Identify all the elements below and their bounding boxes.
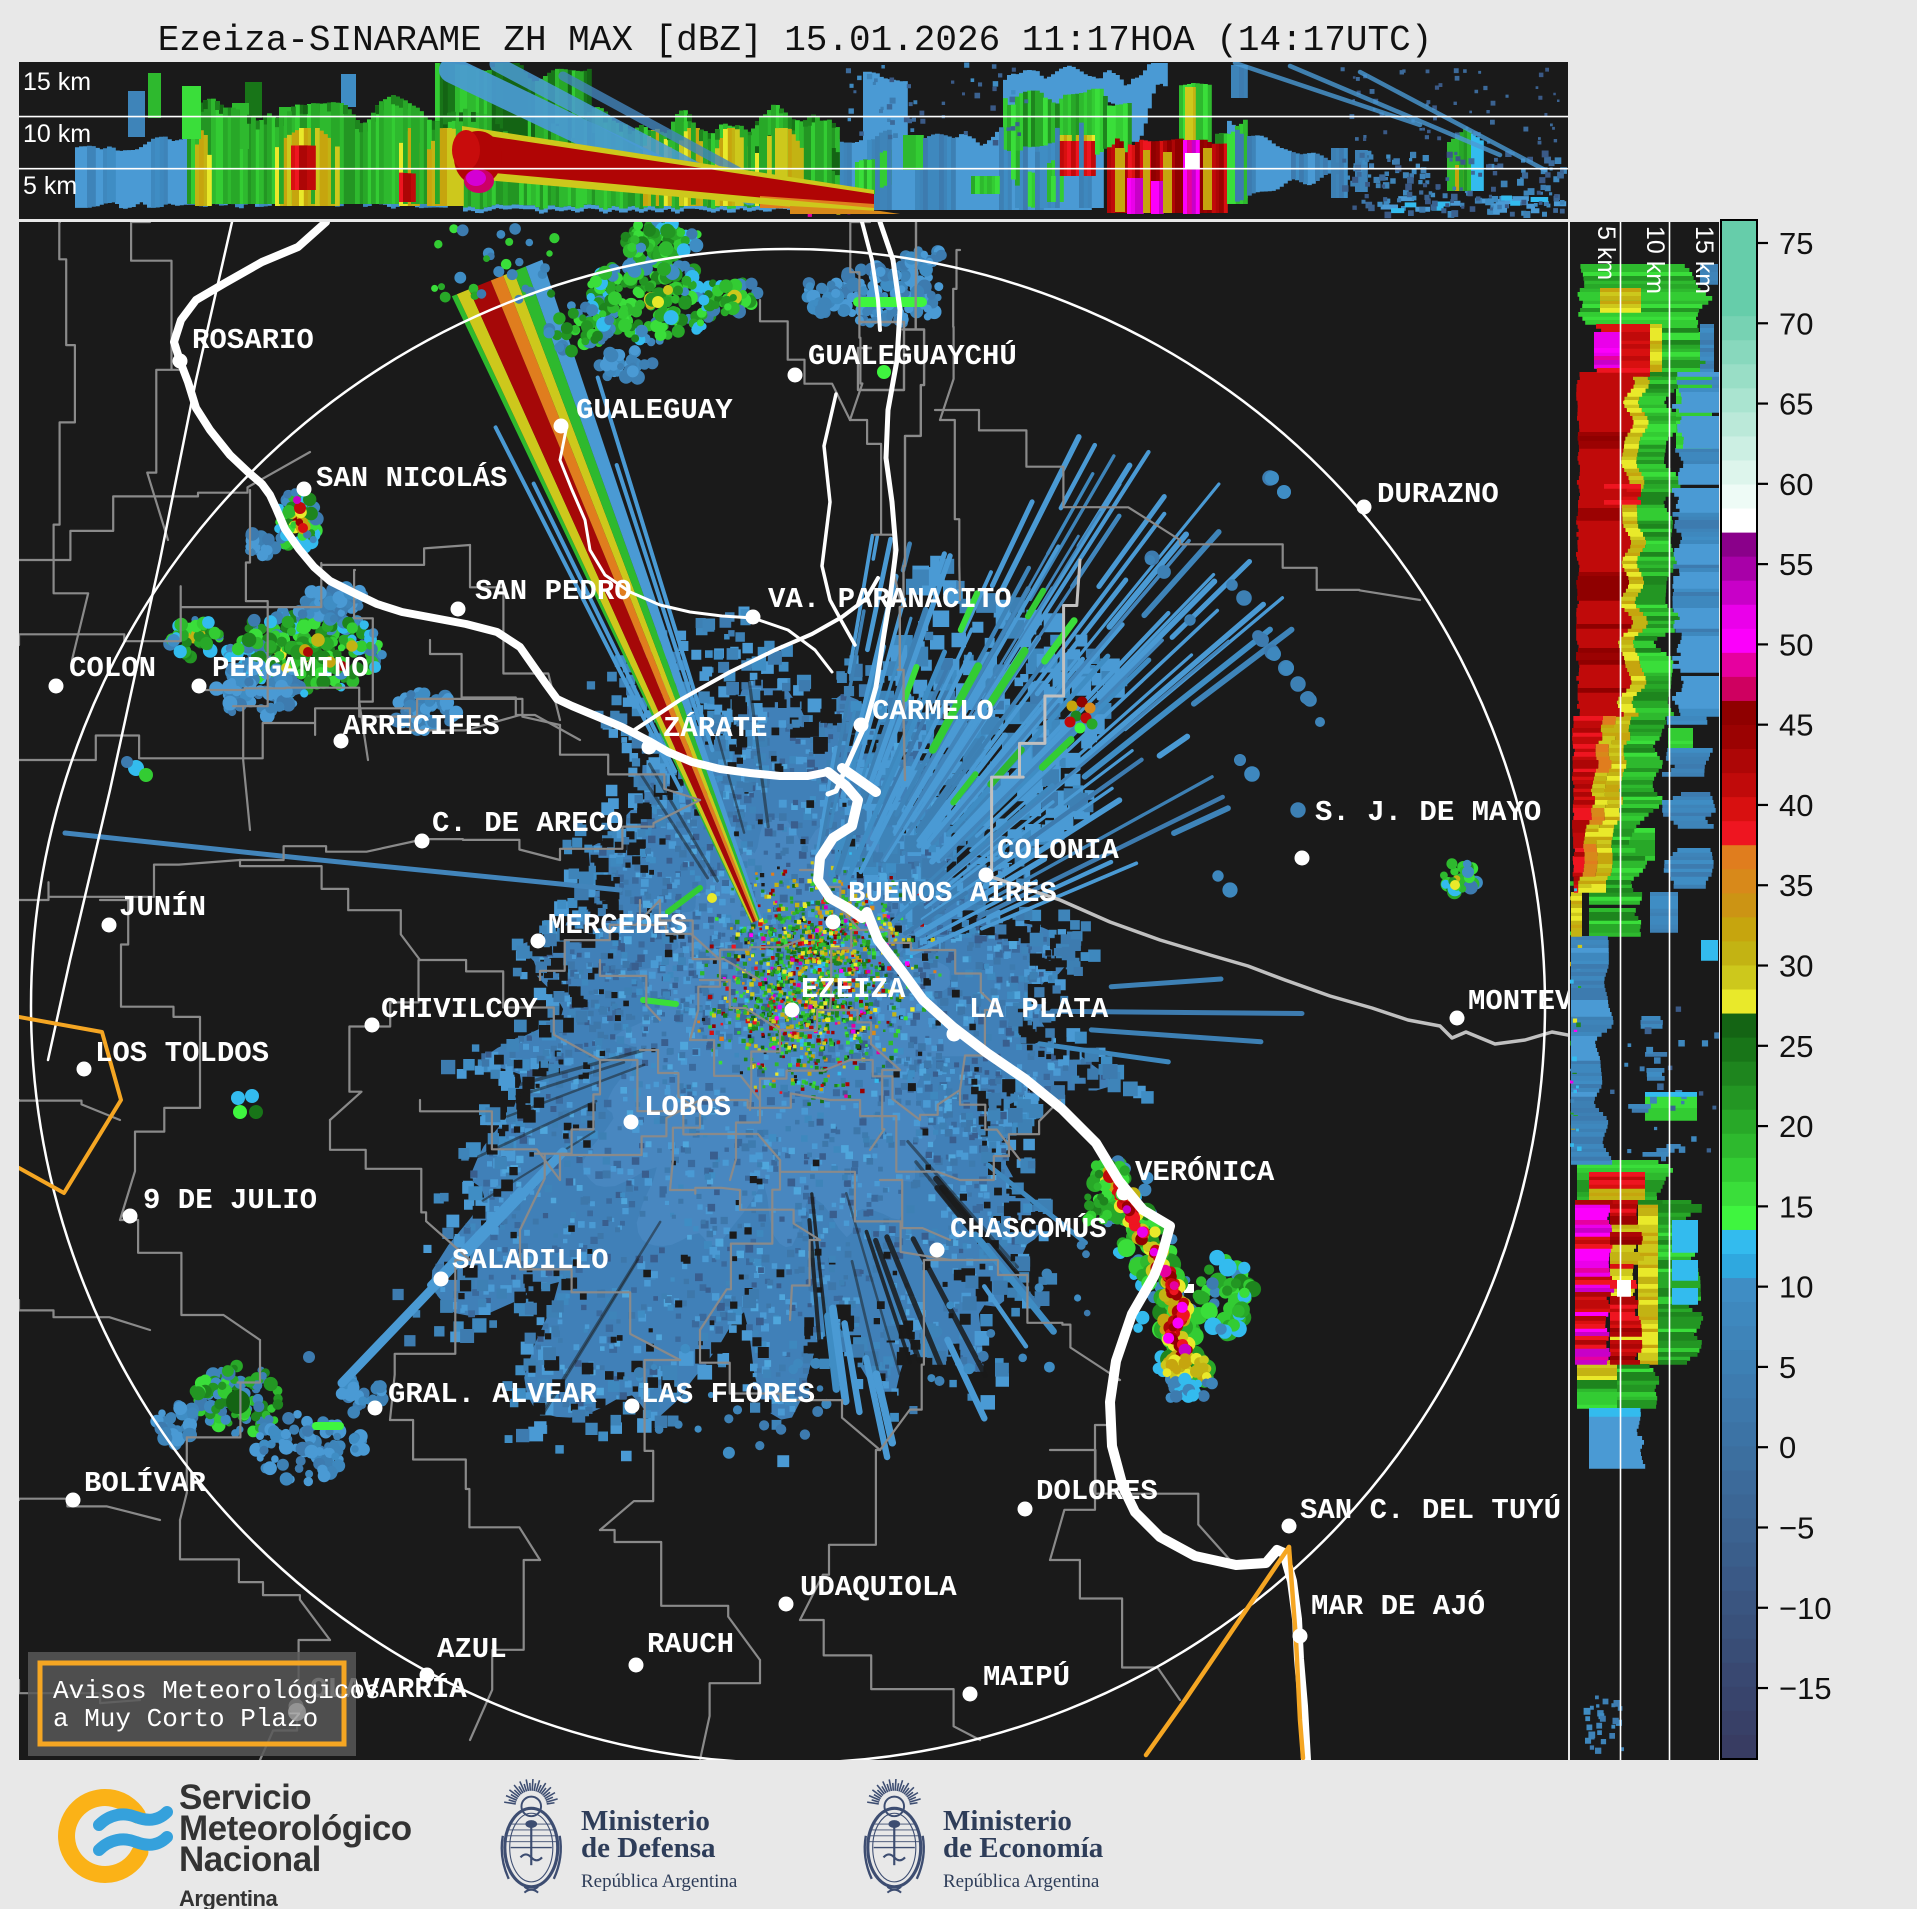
svg-text:60: 60 — [1779, 467, 1813, 502]
svg-text:5 km: 5 km — [23, 172, 77, 200]
svg-text:0: 0 — [1779, 1430, 1796, 1465]
svg-text:C. DE ARECO: C. DE ARECO — [432, 807, 623, 840]
svg-text:40: 40 — [1779, 788, 1813, 823]
svg-text:VERÓNICA: VERÓNICA — [1135, 1155, 1275, 1189]
svg-text:S. J. DE MAYO: S. J. DE MAYO — [1315, 796, 1541, 829]
svg-text:PERGAMINO: PERGAMINO — [212, 652, 369, 685]
svg-text:ROSARIO: ROSARIO — [192, 324, 314, 357]
svg-text:9 DE JULIO: 9 DE JULIO — [143, 1184, 317, 1217]
svg-text:GRAL. ALVEAR: GRAL. ALVEAR — [388, 1378, 597, 1411]
svg-text:ZÁRATE: ZÁRATE — [663, 711, 767, 745]
svg-text:5 km: 5 km — [1592, 226, 1620, 280]
svg-text:GUALEGUAYCHÚ: GUALEGUAYCHÚ — [808, 339, 1017, 373]
svg-text:30: 30 — [1779, 949, 1813, 984]
svg-text:MONTEV: MONTEV — [1468, 985, 1568, 1018]
svg-text:BUENOS AIRES: BUENOS AIRES — [848, 877, 1057, 910]
svg-text:MAIPÚ: MAIPÚ — [983, 1660, 1070, 1694]
svg-text:15 km: 15 km — [23, 68, 91, 96]
svg-text:COLON: COLON — [69, 652, 156, 685]
svg-text:10 km: 10 km — [23, 120, 91, 148]
svg-text:15: 15 — [1779, 1189, 1813, 1224]
svg-text:RAUCH: RAUCH — [647, 1628, 734, 1661]
svg-text:JUNÍN: JUNÍN — [119, 890, 206, 924]
svg-text:LA PLATA: LA PLATA — [969, 993, 1109, 1026]
svg-text:65: 65 — [1779, 387, 1813, 422]
svg-text:DURAZNO: DURAZNO — [1377, 478, 1499, 511]
svg-text:55: 55 — [1779, 547, 1813, 582]
svg-text:GUALEGUAY: GUALEGUAY — [576, 394, 733, 427]
svg-text:CARMELO: CARMELO — [872, 695, 994, 728]
svg-text:ARRECIFES: ARRECIFES — [343, 710, 500, 743]
svg-text:−10: −10 — [1779, 1591, 1832, 1626]
svg-text:25: 25 — [1779, 1029, 1813, 1064]
svg-text:45: 45 — [1779, 708, 1813, 743]
svg-text:50: 50 — [1779, 627, 1813, 662]
svg-text:VA. PARANACITO: VA. PARANACITO — [768, 583, 1012, 616]
svg-text:SAN C. DEL TUYÚ: SAN C. DEL TUYÚ — [1300, 1493, 1561, 1527]
svg-text:LAS FLORES: LAS FLORES — [641, 1378, 815, 1411]
svg-text:10 km: 10 km — [1641, 226, 1669, 294]
svg-text:MERCEDES: MERCEDES — [548, 909, 687, 942]
svg-text:20: 20 — [1779, 1109, 1813, 1144]
svg-text:35: 35 — [1779, 868, 1813, 903]
svg-text:SAN PEDRO: SAN PEDRO — [475, 575, 632, 608]
svg-text:75: 75 — [1779, 226, 1813, 261]
svg-text:BOLÍVAR: BOLÍVAR — [84, 1466, 206, 1500]
svg-text:LOS TOLDOS: LOS TOLDOS — [95, 1037, 269, 1070]
svg-text:COLONIA: COLONIA — [997, 834, 1119, 867]
svg-text:DOLORES: DOLORES — [1036, 1475, 1158, 1508]
svg-text:LOBOS: LOBOS — [644, 1091, 731, 1124]
svg-text:UDAQUIOLA: UDAQUIOLA — [800, 1571, 957, 1604]
svg-text:15 km: 15 km — [1690, 226, 1718, 294]
svg-text:a Muy Corto Plazo: a Muy Corto Plazo — [53, 1704, 318, 1734]
svg-text:SAN NICOLÁS: SAN NICOLÁS — [316, 461, 507, 495]
svg-text:MAR DE AJÓ: MAR DE AJÓ — [1311, 1589, 1485, 1623]
svg-text:−15: −15 — [1779, 1671, 1832, 1706]
svg-text:EZEIZA: EZEIZA — [801, 973, 906, 1006]
svg-text:5: 5 — [1779, 1350, 1796, 1385]
svg-text:AZUL: AZUL — [437, 1633, 507, 1666]
svg-text:CHASCOMÚS: CHASCOMÚS — [950, 1212, 1107, 1246]
svg-text:SALADILLO: SALADILLO — [452, 1244, 609, 1277]
svg-text:Avisos Meteorológicos: Avisos Meteorológicos — [53, 1676, 381, 1706]
svg-text:10: 10 — [1779, 1270, 1813, 1305]
svg-text:CHIVILCOY: CHIVILCOY — [381, 993, 538, 1026]
svg-text:70: 70 — [1779, 306, 1813, 341]
svg-text:−5: −5 — [1779, 1510, 1814, 1545]
